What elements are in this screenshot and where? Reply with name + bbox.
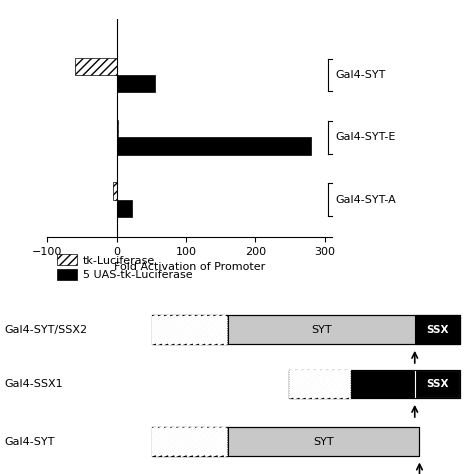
Bar [152, 316, 460, 344]
Text: Gal4-SYT: Gal4-SYT [335, 70, 386, 80]
Legend: tk-Luciferase, 5 UAS-tk-Luciferase: tk-Luciferase, 5 UAS-tk-Luciferase [53, 250, 197, 285]
Text: SSX: SSX [426, 379, 448, 389]
Text: Gal4-SSX1: Gal4-SSX1 [5, 379, 64, 389]
Bar [113, 182, 117, 200]
X-axis label: Fold Activation of Promoter: Fold Activation of Promoter [114, 262, 265, 272]
Text: Gal4-SYT: Gal4-SYT [5, 437, 55, 447]
Text: Gal4-SYT-E: Gal4-SYT-E [335, 132, 396, 142]
Bar [415, 370, 460, 398]
Bar [117, 137, 311, 155]
Bar [117, 120, 118, 137]
Bar [117, 75, 155, 92]
Bar [152, 427, 419, 456]
Bar [152, 316, 228, 344]
Bar [75, 57, 117, 75]
Bar [152, 427, 228, 456]
Bar [152, 427, 228, 456]
Bar [152, 427, 419, 456]
Text: Gal4-SYT-A: Gal4-SYT-A [335, 195, 396, 205]
Bar [289, 370, 460, 398]
Text: SSX: SSX [426, 325, 448, 335]
Text: Gal4-SYT/SSX2: Gal4-SYT/SSX2 [5, 325, 88, 335]
Bar [152, 316, 228, 344]
Bar [117, 200, 132, 217]
Text: SYT: SYT [313, 437, 334, 447]
Bar [152, 316, 460, 344]
Bar [289, 370, 351, 398]
Bar [415, 316, 460, 344]
Text: SYT: SYT [311, 325, 331, 335]
Bar [289, 370, 460, 398]
